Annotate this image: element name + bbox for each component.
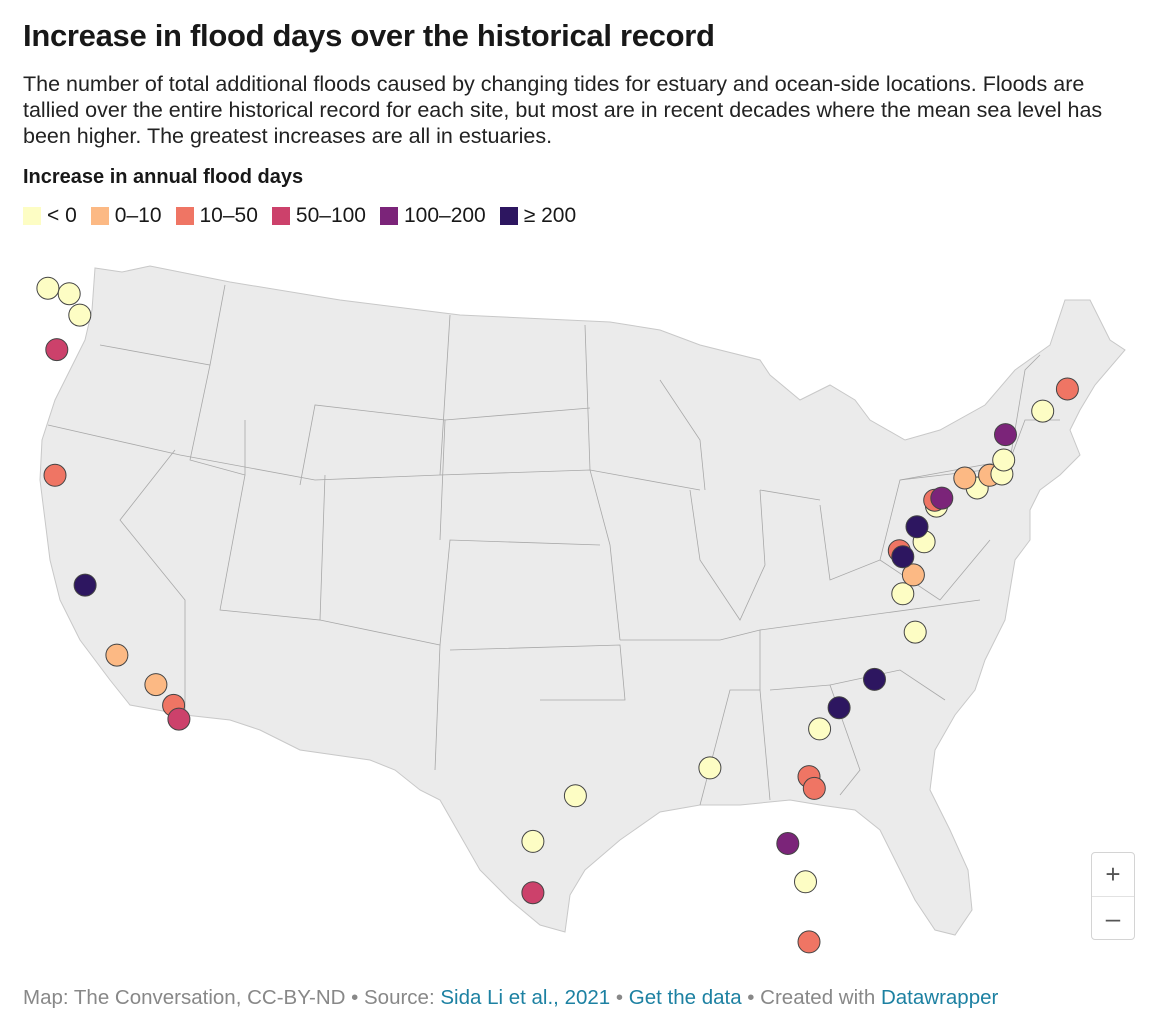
legend-item-0-10: 0–10 bbox=[90, 204, 162, 228]
station-marker-11[interactable] bbox=[521, 881, 545, 905]
legend-swatch bbox=[23, 207, 41, 225]
footer-credit: Map: The Conversation, CC-BY-ND bbox=[23, 986, 346, 1009]
zoom-out-button[interactable]: – bbox=[1092, 896, 1134, 940]
chart-description: The number of total additional floods ca… bbox=[23, 72, 1103, 148]
chart-title: Increase in flood days over the historic… bbox=[23, 18, 715, 53]
station-marker-15[interactable] bbox=[794, 870, 817, 894]
station-marker-36[interactable] bbox=[992, 448, 1016, 472]
get-data-link[interactable]: Get the data bbox=[628, 986, 742, 1009]
legend-label: 10–50 bbox=[199, 204, 258, 227]
station-marker-4[interactable] bbox=[43, 463, 67, 487]
state-borders bbox=[47, 284, 1060, 806]
station-marker-5[interactable] bbox=[73, 573, 97, 597]
station-marker-7[interactable] bbox=[144, 673, 168, 697]
legend-item-100-200: 100–200 bbox=[379, 204, 486, 228]
station-marker-37[interactable] bbox=[994, 423, 1017, 447]
station-marker-28[interactable] bbox=[905, 515, 929, 539]
footer-separator: • bbox=[610, 986, 629, 1009]
station-marker-26[interactable] bbox=[891, 545, 915, 569]
station-marker-2[interactable] bbox=[68, 303, 92, 327]
station-marker-0[interactable] bbox=[36, 276, 60, 300]
legend-item-10-50: 10–50 bbox=[175, 204, 258, 228]
legend-label: 0–10 bbox=[114, 204, 162, 227]
station-marker-33[interactable] bbox=[953, 466, 977, 490]
station-marker-12[interactable] bbox=[563, 784, 587, 808]
station-marker-16[interactable] bbox=[797, 930, 821, 954]
footer-separator: • Created with bbox=[741, 986, 881, 1009]
legend-label: ≥ 200 bbox=[523, 204, 577, 227]
legend-item-50-100: 50–100 bbox=[271, 204, 366, 228]
station-marker-1[interactable] bbox=[57, 282, 81, 306]
legend-swatch bbox=[175, 207, 194, 225]
us-landmass bbox=[39, 265, 1126, 936]
station-marker-20[interactable] bbox=[827, 696, 851, 720]
station-marker-39[interactable] bbox=[1055, 377, 1079, 401]
footer: Map: The Conversation, CC-BY-ND • Source… bbox=[23, 986, 998, 1010]
legend-item-gte200: ≥ 200 bbox=[499, 204, 577, 228]
legend-swatch bbox=[90, 207, 109, 225]
legend: < 0 0–10 10–50 50–100 100–200 ≥ 200 bbox=[23, 204, 590, 228]
station-marker-19[interactable] bbox=[808, 717, 832, 741]
zoom-in-button[interactable]: + bbox=[1105, 859, 1121, 889]
datawrapper-link[interactable]: Datawrapper bbox=[880, 986, 999, 1009]
station-marker-24[interactable] bbox=[901, 563, 925, 587]
legend-label: 100–200 bbox=[403, 204, 486, 227]
station-marker-31[interactable] bbox=[930, 486, 954, 510]
station-marker-18[interactable] bbox=[802, 776, 826, 800]
station-markers bbox=[36, 276, 1079, 954]
station-marker-3[interactable] bbox=[45, 338, 69, 362]
legend-label: 50–100 bbox=[295, 204, 366, 227]
station-marker-6[interactable] bbox=[105, 643, 129, 667]
zoom-control: + – bbox=[1091, 852, 1135, 940]
station-marker-10[interactable] bbox=[521, 829, 545, 853]
legend-swatch bbox=[499, 207, 518, 225]
station-marker-38[interactable] bbox=[1031, 399, 1055, 423]
us-outline bbox=[39, 265, 1126, 936]
station-marker-9[interactable] bbox=[167, 707, 191, 731]
station-marker-21[interactable] bbox=[863, 667, 886, 691]
legend-item-lt0: < 0 bbox=[23, 204, 77, 228]
footer-separator: • Source: bbox=[345, 986, 441, 1009]
legend-title: Increase in annual flood days bbox=[23, 166, 304, 188]
source-link[interactable]: Sida Li et al., 2021 bbox=[440, 986, 611, 1009]
legend-swatch bbox=[379, 207, 398, 225]
station-marker-14[interactable] bbox=[776, 832, 800, 855]
station-marker-13[interactable] bbox=[698, 756, 722, 780]
station-marker-22[interactable] bbox=[903, 620, 927, 644]
station-marker-23[interactable] bbox=[891, 582, 915, 606]
legend-label: < 0 bbox=[47, 204, 77, 227]
legend-swatch bbox=[271, 207, 290, 225]
us-map[interactable] bbox=[0, 235, 1165, 965]
